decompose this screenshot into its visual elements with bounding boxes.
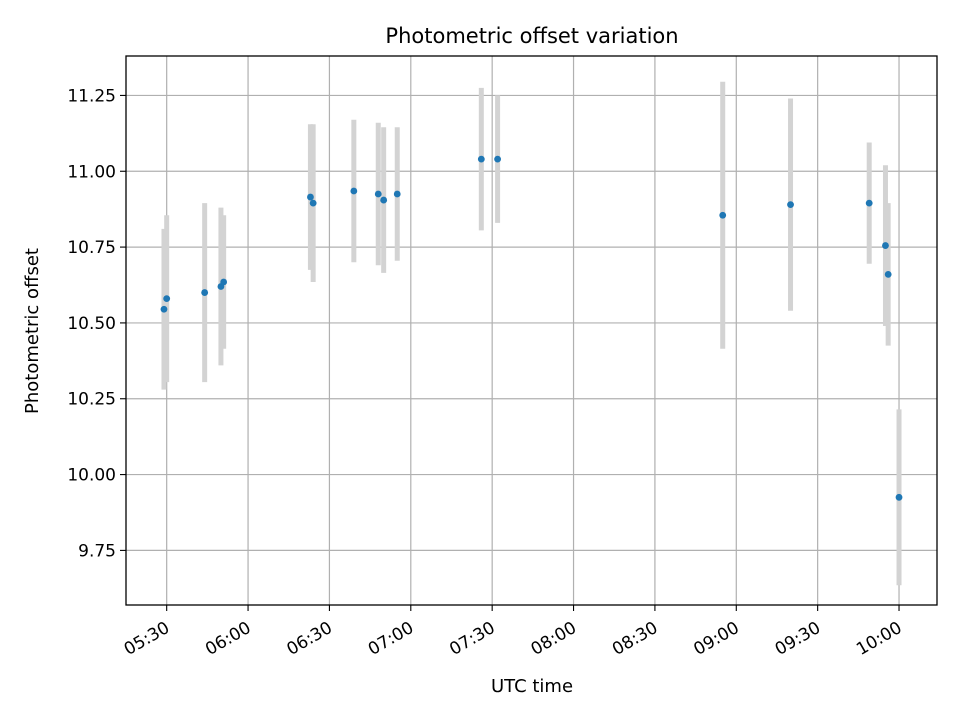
x-tick-label: 09:30 <box>772 618 824 660</box>
data-point <box>719 211 727 219</box>
y-tick-label: 10.25 <box>67 390 116 410</box>
data-point <box>882 242 889 249</box>
y-axis-label: Photometric offset <box>22 248 43 414</box>
y-axis: 9.75 10.00 10.25 10.50 10.75 11.00 11.25 <box>67 86 126 561</box>
x-tick-label: 06:00 <box>202 618 254 660</box>
data-points <box>160 155 903 501</box>
data-point <box>374 190 382 198</box>
x-tick-label: 05:30 <box>121 618 173 660</box>
chart-title: Photometric offset variation <box>385 24 678 48</box>
y-tick-label: 10.50 <box>67 314 116 334</box>
data-point <box>494 155 501 163</box>
plot-frame <box>125 55 938 606</box>
data-point <box>477 155 485 163</box>
x-tick-label: 10:00 <box>853 618 905 660</box>
data-point <box>201 289 209 296</box>
error-bars <box>161 81 902 586</box>
data-point <box>393 190 401 198</box>
x-axis: 05:30 06:00 06:30 07:00 07:30 08:00 08:30 09:00… <box>121 605 906 660</box>
data-point <box>380 196 388 204</box>
data-point <box>309 199 317 207</box>
data-point <box>350 187 358 195</box>
x-axis-label: UTC time <box>491 676 573 697</box>
data-point <box>895 493 903 501</box>
data-point <box>160 305 168 313</box>
y-tick-label: 9.75 <box>78 541 116 561</box>
data-point <box>787 201 794 209</box>
y-tick-label: 10.00 <box>67 466 116 486</box>
data-point <box>220 278 228 286</box>
data-point <box>163 295 171 303</box>
x-tick-label: 07:30 <box>446 618 498 660</box>
x-tick-label: 06:30 <box>283 618 335 660</box>
y-tick-label: 11.00 <box>67 162 116 182</box>
grid <box>126 56 937 605</box>
x-tick-label: 08:30 <box>609 618 661 660</box>
data-point <box>307 193 314 201</box>
y-tick-label: 11.25 <box>67 86 116 106</box>
y-tick-label: 10.75 <box>67 238 116 258</box>
x-tick-label: 08:00 <box>528 618 580 660</box>
data-point <box>865 199 873 207</box>
data-point <box>884 270 892 278</box>
x-tick-label: 07:00 <box>365 618 417 660</box>
x-tick-label: 09:00 <box>690 618 742 660</box>
